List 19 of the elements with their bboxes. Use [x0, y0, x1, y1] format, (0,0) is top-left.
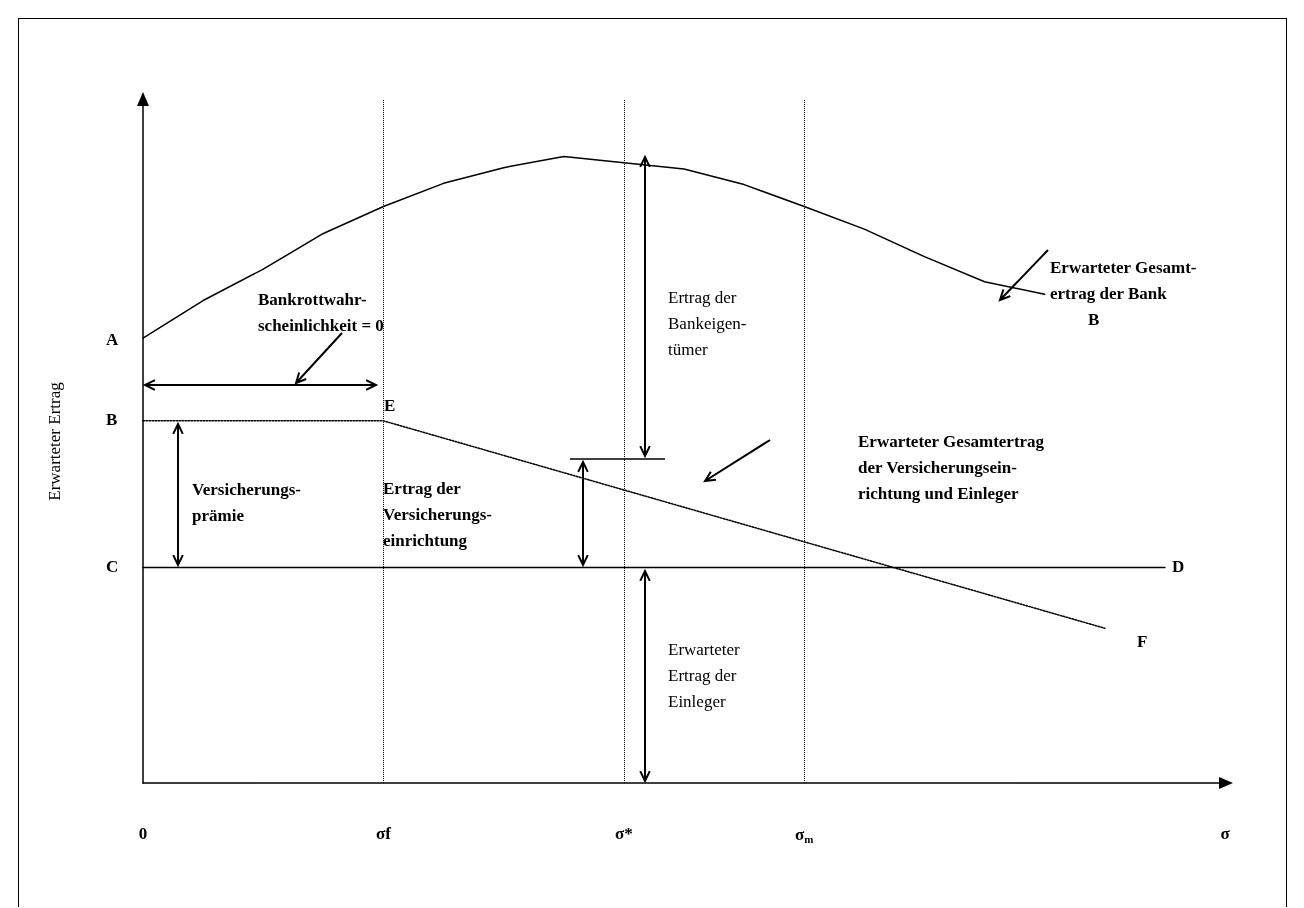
- annotation: B: [1088, 309, 1100, 331]
- x-tick-label: σ*: [615, 824, 633, 843]
- annotation: Erwarteter Ertrag der Einleger: [668, 639, 740, 713]
- annotation: E: [384, 395, 396, 417]
- annotation: Ertrag der Versicherungs- einrichtung: [383, 478, 492, 552]
- x-tick-label: 0: [138, 824, 148, 843]
- text: A: [106, 329, 119, 351]
- annotation: D: [1172, 556, 1185, 578]
- text: C: [106, 556, 119, 578]
- annotation: Versicherungs- prämie: [192, 479, 301, 527]
- annotation: Erwarteter Gesamt- ertrag der Bank: [1050, 257, 1197, 305]
- annotation: Erwarteter Gesamtertrag der Versicherungsein- richtung und Einleger: [858, 431, 1045, 505]
- text: B: [106, 409, 118, 431]
- y-axis-title: Erwarteter Ertrag: [45, 381, 64, 501]
- annotation: Bankrottwahr- scheinlichkeit = 0: [258, 289, 384, 337]
- x-tick-label: σ: [1220, 824, 1231, 843]
- annotation: F: [1137, 631, 1148, 653]
- x-tick-label: σf: [375, 824, 392, 843]
- annotation: Ertrag der Bankeigen- tümer: [668, 287, 747, 361]
